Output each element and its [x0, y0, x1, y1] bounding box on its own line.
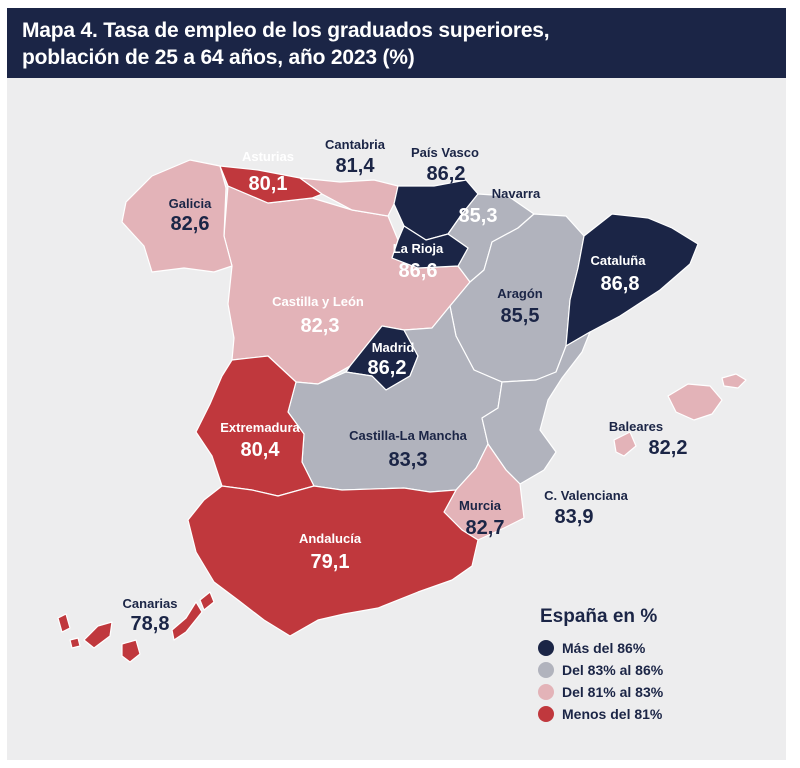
label-value-castilla-leon: 82,3: [301, 315, 340, 337]
label-name-cantabria: Cantabria: [325, 137, 386, 152]
region-baleares[interactable]: [667, 383, 723, 421]
legend-swatch-more-86: [538, 640, 554, 656]
map-title-line-1: Mapa 4. Tasa de empleo de los graduados …: [22, 19, 550, 42]
region-canarias-la-palma[interactable]: [57, 613, 71, 633]
region-canarias-lanzarote[interactable]: [199, 591, 215, 611]
title-bar: Mapa 4. Tasa de empleo de los graduados …: [7, 8, 786, 78]
label-value-andalucia: 79,1: [311, 551, 350, 573]
legend-swatch-83-86: [538, 662, 554, 678]
label-name-castilla-leon: Castilla y León: [272, 294, 364, 309]
region-andalucia[interactable]: [187, 485, 479, 637]
region-canarias-fuerteventura[interactable]: [171, 601, 203, 641]
legend-label-more-86: Más del 86%: [562, 640, 646, 656]
region-baleares-menorca[interactable]: [721, 373, 747, 389]
label-name-cataluna: Cataluña: [591, 253, 647, 268]
label-name-galicia: Galicia: [169, 196, 212, 211]
region-baleares-ibiza[interactable]: [613, 431, 637, 457]
label-value-navarra: 85,3: [459, 205, 498, 227]
label-value-c-valenciana: 83,9: [555, 506, 594, 528]
label-name-canarias: Canarias: [123, 596, 178, 611]
label-value-castilla-la-mancha: 83,3: [389, 449, 428, 471]
region-canarias-tenerife[interactable]: [83, 621, 113, 649]
label-name-andalucia: Andalucía: [299, 531, 362, 546]
legend-label-81-83: Del 81% al 83%: [562, 684, 664, 700]
label-name-asturias: Asturias: [242, 149, 294, 164]
label-name-c-valenciana: C. Valenciana: [544, 488, 629, 503]
label-value-baleares: 82,2: [649, 437, 688, 459]
label-value-asturias: 80,1: [249, 173, 288, 195]
label-name-aragon: Aragón: [497, 286, 543, 301]
label-value-cantabria: 81,4: [336, 155, 376, 177]
label-value-murcia: 82,7: [466, 517, 505, 539]
label-name-extremadura: Extremadura: [220, 420, 300, 435]
label-value-canarias: 78,8: [131, 613, 170, 635]
label-name-madrid: Madrid: [372, 340, 415, 355]
label-name-la-rioja: La Rioja: [393, 241, 444, 256]
map-title-line-2: población de 25 a 64 años, año 2023 (%): [22, 46, 415, 69]
legend-label-less-81: Menos del 81%: [562, 706, 663, 722]
label-value-madrid: 86,2: [368, 357, 407, 379]
label-value-cataluna: 86,8: [601, 273, 640, 295]
label-value-extremadura: 80,4: [241, 439, 281, 461]
region-asturias[interactable]: [219, 165, 323, 204]
legend-label-83-86: Del 83% al 86%: [562, 662, 664, 678]
label-value-la-rioja: 86,6: [399, 260, 438, 282]
label-name-castilla-la-mancha: Castilla-La Mancha: [349, 428, 468, 443]
label-value-pais-vasco: 86,2: [427, 163, 466, 185]
map-legend: España en % Más del 86% Del 83% al 86% D…: [538, 606, 664, 722]
region-la-rioja[interactable]: [391, 225, 469, 269]
region-c-valenciana[interactable]: [481, 331, 591, 485]
legend-swatch-81-83: [538, 684, 554, 700]
label-name-murcia: Murcia: [459, 498, 502, 513]
label-name-navarra: Navarra: [492, 186, 541, 201]
label-name-pais-vasco: País Vasco: [411, 145, 479, 160]
label-name-baleares: Baleares: [609, 419, 663, 434]
region-canarias-gomera[interactable]: [69, 637, 81, 649]
region-galicia[interactable]: [121, 159, 233, 273]
legend-title: España en %: [540, 606, 657, 627]
label-value-galicia: 82,6: [171, 213, 210, 235]
region-canarias-gran-canaria[interactable]: [121, 639, 141, 663]
label-value-aragon: 85,5: [501, 305, 540, 327]
legend-swatch-less-81: [538, 706, 554, 722]
region-cataluna[interactable]: [565, 213, 699, 347]
